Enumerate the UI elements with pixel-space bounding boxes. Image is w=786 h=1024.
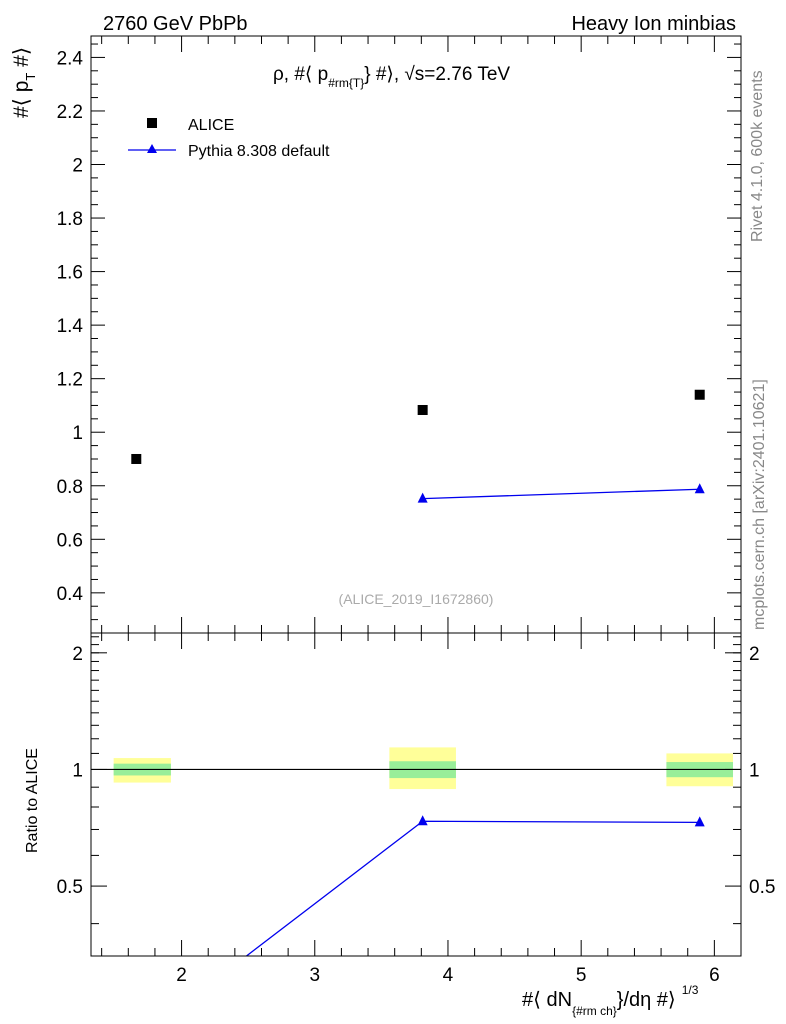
x-axis-label-sup: 1/3: [682, 983, 699, 997]
plot-title: ρ, #⟨ p#rm{T}} #⟩, √s=2.76 TeV: [273, 64, 510, 90]
main-y-tick-label: 0.4: [57, 584, 84, 605]
pythia-ratio-line: [245, 820, 700, 956]
pythia-main-point: [417, 492, 428, 503]
main-y-tick-label: 2.4: [57, 48, 84, 69]
main-y-tick-label: 1.2: [57, 370, 83, 391]
main-y-tick-label: 0.8: [57, 477, 83, 498]
alice-data-point: [694, 389, 705, 400]
pythia-ratio-point: [694, 816, 705, 827]
ratio-panel: 0.5 0.5 1 1 2 2 2 3 4 5 6 Ratio to ALICE #⟨ dN{#r…: [24, 632, 775, 1018]
header-left-label: 2760 GeV PbPb: [103, 13, 248, 35]
ratio-y-tick-label-right: 0.5: [749, 877, 775, 898]
main-y-tick-label: 1.6: [57, 263, 83, 284]
main-x-ticks: [101, 36, 715, 633]
x-tick-label: 4: [443, 965, 454, 986]
main-y-ticks: 0.4 0.6 0.8 1 1.2 1.4 1.6 1.8 2 2.2 2.4: [57, 43, 741, 621]
ratio-y-tick-label-right: 1: [749, 760, 760, 781]
main-y-tick-label: 1.8: [57, 209, 83, 230]
x-tick-label: 3: [309, 965, 320, 986]
x-axis-label-post: }/dη #⟩: [617, 989, 676, 1011]
pythia-main-line: [422, 488, 700, 500]
x-tick-label: 5: [576, 965, 587, 986]
x-axis-label-pre: #⟨ dN: [522, 989, 572, 1011]
pythia-main-point: [694, 483, 705, 494]
ratio-x-ticks: 2 3 4 5 6: [101, 633, 720, 986]
header-right-label: Heavy Ion minbias: [571, 13, 736, 35]
main-y-tick-label: 0.6: [57, 530, 83, 551]
legend-alice-label: ALICE: [188, 117, 234, 134]
ratio-y-tick-label-right: 2: [749, 644, 760, 665]
x-tick-label: 6: [709, 965, 720, 986]
ratio-y-tick-label: 0.5: [57, 877, 83, 898]
rivet-version-label: Rivet 4.1.0, 600k events: [749, 70, 766, 242]
main-y-tick-label: 2.2: [57, 102, 83, 123]
main-panel: 0.4 0.6 0.8 1 1.2 1.4 1.6 1.8 2 2.2 2.4 ρ, #⟨ p#rm…: [10, 35, 742, 634]
main-y-axis-label-post: #⟩: [10, 47, 33, 73]
ratio-panel-frame: [90, 632, 742, 957]
ratio-y-ticks: 0.5 0.5 1 1 2 2: [57, 636, 775, 925]
legend-alice-marker: [147, 118, 157, 128]
x-axis-label-sub: {#rm ch}: [572, 1004, 617, 1018]
main-y-axis-label-pre: #⟨ p: [10, 81, 33, 118]
plot-title-post: } #⟩, √s=2.76 TeV: [364, 64, 510, 85]
plot-title-sub: #rm{T}: [328, 76, 364, 90]
x-axis-label: #⟨ dN{#rm ch}}/dη #⟩ 1/3: [522, 983, 699, 1018]
ratio-uncertainty-bands: [113, 747, 734, 790]
alice-data-point: [417, 404, 428, 415]
ratio-y-axis-label: Ratio to ALICE: [24, 748, 41, 853]
main-y-axis-label: #⟨ pT #⟩: [10, 47, 38, 118]
main-series-group: [131, 389, 705, 503]
ratio-y-tick-label: 1: [72, 760, 83, 781]
main-y-tick-label: 2: [72, 156, 83, 177]
plot-title-pre: ρ, #⟨ p: [273, 64, 328, 85]
legend-pythia-label: Pythia 8.308 default: [188, 143, 330, 160]
analysis-watermark: (ALICE_2019_I1672860): [339, 591, 494, 607]
ratio-y-tick-label: 2: [72, 644, 83, 665]
ratio-series-group: [245, 815, 705, 956]
legend: ALICE Pythia 8.308 default: [128, 117, 330, 160]
x-tick-label: 2: [176, 965, 187, 986]
main-y-tick-label: 1: [72, 423, 83, 444]
pythia-ratio-point: [417, 815, 428, 826]
legend-pythia-marker: [147, 144, 157, 153]
main-y-axis-label-sub: T: [23, 73, 38, 81]
alice-data-point: [131, 453, 142, 464]
mcplots-reference-label: mcplots.cern.ch [arXiv:2401.10621]: [751, 379, 768, 630]
main-y-tick-label: 1.4: [57, 316, 84, 337]
